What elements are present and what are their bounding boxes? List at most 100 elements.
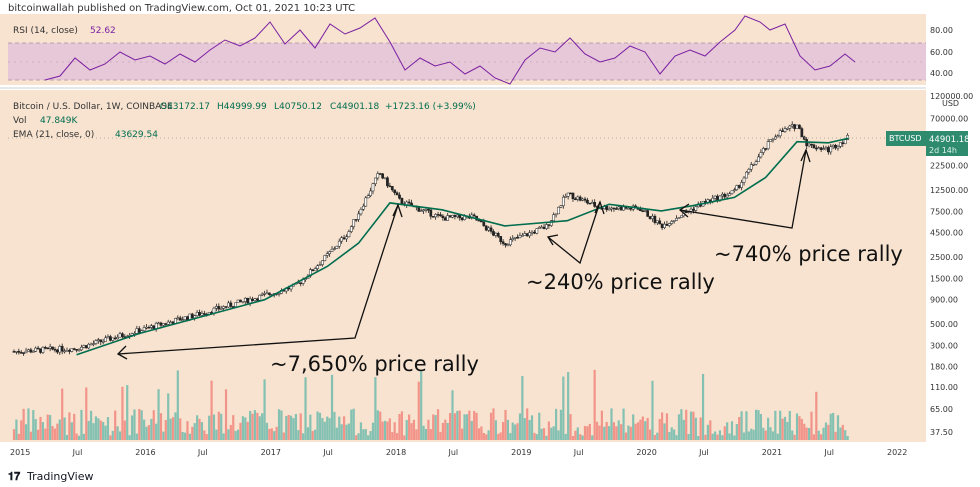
volume-bar (632, 414, 635, 440)
volume-bar (270, 428, 273, 440)
candle-body (641, 210, 645, 213)
candle-body (22, 352, 25, 354)
volume-bar (410, 423, 413, 440)
volume-bar (403, 435, 406, 440)
volume-bar (99, 420, 102, 440)
arrowhead-rally-1-top (392, 203, 403, 218)
volume-bar (533, 432, 536, 440)
candle-body (578, 196, 582, 201)
volume-bar (812, 434, 816, 440)
volume-bar (588, 423, 591, 440)
volume-bar (434, 415, 437, 440)
volume-bar (726, 422, 729, 440)
candle-body (369, 190, 372, 196)
candle-body (443, 217, 447, 221)
volume-bar (155, 423, 158, 440)
volume-bar (523, 418, 526, 440)
price-badge (926, 131, 968, 156)
volume-bar (716, 434, 719, 440)
volume-bar (545, 435, 548, 440)
symbol-badge (886, 131, 926, 146)
volume-bar (456, 410, 459, 440)
volume-bar (205, 434, 208, 440)
rsi-axis-ticks: 80.00 60.00 40.00 (930, 26, 953, 78)
volume-bar (769, 427, 772, 440)
volume-bar (102, 421, 105, 440)
candle-body (720, 193, 724, 197)
volume-bar (511, 422, 514, 440)
volume-bar (395, 433, 399, 440)
volume-bar (453, 413, 457, 440)
volume-bar (656, 432, 659, 440)
candle-body (745, 171, 748, 179)
candle-body (574, 198, 577, 201)
candle-body (665, 223, 669, 226)
candle-body (561, 196, 565, 206)
volume-bar (810, 411, 813, 440)
candle-body (629, 207, 633, 210)
candle-body (672, 220, 676, 222)
symbol-title: Bitcoin / U.S. Dollar, 1W, COINBASE (13, 102, 173, 112)
candle-body (268, 292, 271, 295)
candle-body (453, 214, 457, 217)
footer-bg (0, 462, 980, 487)
volume-bar (63, 417, 66, 440)
candle-body (354, 219, 358, 221)
volume-bar (347, 423, 350, 440)
time-tick-label: Jul (197, 448, 208, 457)
volume-bar (130, 415, 134, 440)
candle-body (381, 173, 384, 179)
volume-bar (470, 420, 473, 440)
candle-body (547, 224, 551, 226)
volume-bar (258, 416, 261, 440)
volume-bars (12, 369, 849, 440)
volume-bar (179, 418, 182, 440)
candle-body (70, 348, 74, 352)
candle-body (215, 306, 218, 309)
ohlc-change: +1723.16 (+3.99%) (385, 102, 476, 112)
volume-bar (304, 377, 307, 440)
volume-bar (550, 427, 553, 440)
candle-body (27, 349, 30, 352)
volume-bar (75, 433, 78, 440)
volume-bar (740, 411, 743, 440)
candle-body (590, 202, 594, 204)
candle-body (104, 337, 107, 342)
volume-bar (497, 433, 500, 440)
price-tick-label: 180.00 (930, 363, 958, 372)
volume-bar (701, 373, 705, 440)
volume-bar (111, 430, 114, 440)
arrowhead-rally-1-bottom (116, 345, 128, 360)
volume-bar (665, 413, 669, 440)
candle-body (164, 323, 168, 325)
time-tick-label: Jul (72, 448, 83, 457)
volume-bar (417, 381, 420, 440)
candle-body (569, 192, 572, 195)
vol-label: Vol (13, 116, 26, 126)
time-axis-bg (0, 442, 926, 460)
volume-bar (653, 434, 656, 440)
volume-bar (181, 431, 184, 440)
publisher-line: bitcoinwallah published on TradingView.c… (8, 3, 356, 14)
candle-body (814, 147, 818, 150)
ema-line (76, 137, 850, 356)
candle-body (749, 164, 753, 170)
volume-bar (311, 430, 314, 440)
candle-body (704, 201, 707, 203)
rsi-tick-label: 60.00 (930, 48, 953, 57)
volume-bar (692, 411, 695, 440)
candle-body (92, 343, 95, 345)
candle-body (407, 201, 411, 204)
volume-bar (608, 426, 611, 440)
candle-body (725, 194, 729, 198)
volume-bar (694, 417, 697, 440)
volume-bar (224, 389, 228, 440)
volume-bar (555, 408, 558, 440)
volume-bar (567, 372, 570, 440)
arrowhead-rally-3-top (800, 148, 811, 163)
candle-body (566, 192, 570, 197)
volume-bar (832, 412, 835, 440)
candle-body (335, 245, 339, 249)
volume-bar (97, 418, 100, 440)
